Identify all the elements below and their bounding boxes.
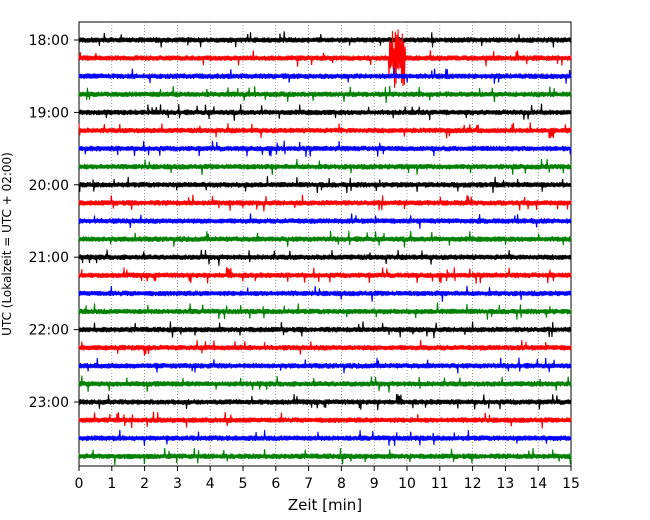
x-tick-label: 6 <box>271 476 280 492</box>
trace-line <box>78 29 572 88</box>
x-ticks: 0 1 2 3 4 5 6 7 8 9 10 11 12 13 14 15 <box>75 466 580 492</box>
y-tick-label: 19:00 <box>29 105 69 121</box>
plot-frame <box>78 21 572 467</box>
trace-line <box>78 176 572 194</box>
trace-line <box>78 67 572 84</box>
trace-line <box>78 85 572 103</box>
trace-line <box>78 159 572 176</box>
trace-line <box>78 411 572 429</box>
x-axis-label: Zeit [min] <box>288 496 362 514</box>
x-tick-label: 12 <box>464 476 482 492</box>
trace-line <box>78 140 572 158</box>
y-tick-label: 23:00 <box>29 395 69 411</box>
trace-line <box>78 122 572 139</box>
y-axis-label: UTC (Lokalzeit = UTC + 02:00) <box>0 152 14 336</box>
x-tick-label: 3 <box>173 476 182 492</box>
trace-line <box>78 285 572 302</box>
grid-lines <box>111 22 539 466</box>
x-tick-label: 9 <box>370 476 379 492</box>
y-tick-label: 22:00 <box>29 323 69 339</box>
x-tick-label: 0 <box>75 476 84 492</box>
trace-line <box>78 267 572 284</box>
trace-line <box>78 340 572 356</box>
x-tick-label: 10 <box>398 476 416 492</box>
y-tick-label: 20:00 <box>29 178 69 194</box>
trace-line <box>78 321 572 339</box>
y-ticks: 18:00 19:00 20:00 21:00 22:00 23:00 <box>29 33 79 411</box>
trace-line <box>78 429 572 446</box>
x-tick-label: 2 <box>140 476 149 492</box>
x-tick-label: 13 <box>496 476 514 492</box>
trace-line <box>78 393 572 411</box>
x-tick-label: 11 <box>431 476 449 492</box>
y-tick-label: 21:00 <box>29 250 69 266</box>
trace-group <box>78 29 572 466</box>
x-tick-label: 1 <box>107 476 116 492</box>
trace-line <box>78 448 572 466</box>
trace-line <box>78 249 572 266</box>
x-tick-label: 14 <box>529 476 547 492</box>
x-tick-label: 8 <box>337 476 346 492</box>
trace-line <box>78 230 572 248</box>
trace-line <box>78 31 572 48</box>
y-tick-label: 18:00 <box>29 33 69 49</box>
trace-line <box>78 375 572 393</box>
x-tick-label: 7 <box>304 476 313 492</box>
trace-line <box>78 213 572 229</box>
trace-line <box>78 103 572 121</box>
x-tick-label: 4 <box>206 476 215 492</box>
x-tick-label: 15 <box>562 476 580 492</box>
trace-line <box>78 302 572 320</box>
trace-line <box>78 194 572 212</box>
trace-line <box>78 357 572 374</box>
x-tick-label: 5 <box>239 476 248 492</box>
